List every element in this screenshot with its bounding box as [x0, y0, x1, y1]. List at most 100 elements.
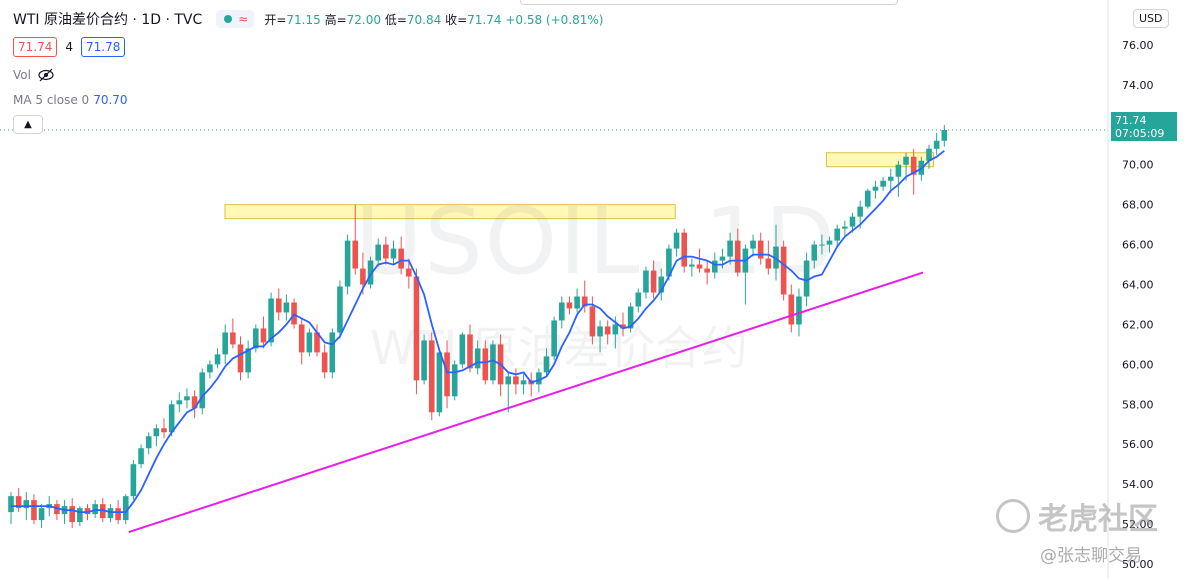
candle-body [895, 164, 902, 177]
candle-body [230, 332, 236, 345]
candle-body [436, 352, 443, 413]
candle-body [627, 306, 634, 329]
candle-body [23, 500, 30, 509]
candle-body [650, 270, 657, 293]
open-label: 开= [264, 12, 287, 27]
ohlc-values: 开=71.15 高=72.00 低=70.84 收=71.74 +0.58 (+… [264, 11, 603, 28]
candle-body [69, 506, 75, 523]
candle-body [780, 246, 787, 295]
candle-body [490, 344, 496, 381]
ma-legend[interactable]: MA 5 close 0 70.70 [13, 93, 128, 107]
price-tick-label: 60.00 [1122, 358, 1154, 371]
candle-body [574, 296, 580, 309]
candle-body [536, 372, 542, 385]
candle-body [757, 240, 764, 259]
candle-body [8, 496, 14, 513]
candle-body [337, 286, 343, 333]
chevron-up-icon: ▲ [24, 119, 32, 130]
candle-body [145, 436, 152, 449]
author-watermark: @张志聊交易 [1040, 546, 1142, 566]
price-tick-label: 76.00 [1122, 39, 1154, 52]
candle-body [421, 340, 427, 381]
candle-body [712, 260, 718, 273]
low-label: 低= [384, 12, 407, 27]
candle-body [214, 354, 221, 365]
symbol-title[interactable]: WTI 原油差价合约 · 1D · TVC [13, 12, 203, 28]
resistance-zone [224, 204, 676, 220]
candle-body [153, 428, 160, 437]
candle-body [734, 240, 741, 273]
candle-body [122, 496, 129, 521]
volume-label: Vol [13, 68, 31, 82]
candle-body [15, 496, 22, 509]
candle-body [253, 328, 259, 349]
candle-body [551, 320, 557, 357]
candle-body [581, 296, 588, 307]
candle-body [260, 328, 267, 343]
candle-body [467, 334, 473, 369]
spread-value: 4 [65, 40, 73, 54]
ma-label: MA 5 close 0 [13, 93, 90, 107]
candle-body [92, 504, 98, 515]
candle-body [298, 324, 305, 353]
candle-body [689, 264, 695, 267]
candle-body [933, 140, 940, 149]
candle-body [520, 380, 527, 385]
brand-watermark: 老虎社区 [996, 494, 1158, 538]
candle-body [681, 232, 687, 267]
hidden-eye-icon[interactable] [37, 68, 55, 82]
candle-body [367, 260, 374, 285]
candle-body [283, 302, 290, 313]
candle-body [910, 156, 917, 175]
candle-body [620, 324, 626, 329]
candle-body [872, 186, 879, 191]
candle-body [589, 306, 596, 337]
market-status-badge[interactable]: ≈ [216, 10, 255, 28]
open-value: 71.15 [286, 12, 321, 27]
candle-body [696, 264, 703, 269]
resistance-zone [825, 152, 934, 168]
candle-body [750, 240, 756, 249]
volume-legend[interactable]: Vol [13, 68, 55, 82]
candle-body [459, 334, 466, 365]
candle-body [360, 268, 366, 285]
price-tick-label: 74.00 [1122, 79, 1154, 92]
collapse-legend-button[interactable]: ▲ [13, 115, 43, 134]
candle-body [222, 332, 228, 355]
top-drag-handle[interactable] [520, 0, 898, 5]
candle-body [115, 508, 121, 521]
buy-button[interactable]: 71.78 [81, 37, 126, 57]
price-tick-label: 66.00 [1122, 239, 1154, 252]
candle-body [329, 332, 336, 373]
candle-body [268, 298, 274, 343]
candle-body [31, 500, 37, 521]
candle-body [84, 508, 91, 515]
candle-body [398, 248, 404, 269]
candle-body [505, 376, 512, 385]
candle-body [849, 216, 856, 227]
candle-body [658, 276, 665, 293]
candle-body [941, 129, 948, 141]
candle-body [727, 240, 733, 257]
candle-body [597, 326, 603, 337]
candle-body [513, 376, 519, 385]
candle-body [444, 352, 450, 397]
currency-button[interactable]: USD [1133, 9, 1169, 28]
candle-body [788, 294, 795, 325]
candle-body [428, 340, 435, 413]
candle-body [887, 176, 894, 181]
candle-body [566, 302, 573, 309]
candle-body [207, 364, 213, 373]
ma-value: 70.70 [93, 93, 128, 107]
candle-body [375, 244, 381, 261]
candle-body [314, 332, 320, 353]
candle-body [604, 326, 611, 335]
price-tick-label: 68.00 [1122, 199, 1154, 212]
candle-body [306, 332, 313, 353]
sell-button[interactable]: 71.74 [13, 37, 58, 57]
bar-countdown: 07:05:09 [1115, 127, 1165, 140]
price-tick-label: 58.00 [1122, 398, 1154, 411]
candle-body [482, 348, 489, 381]
price-tick-label: 52.00 [1122, 518, 1154, 531]
